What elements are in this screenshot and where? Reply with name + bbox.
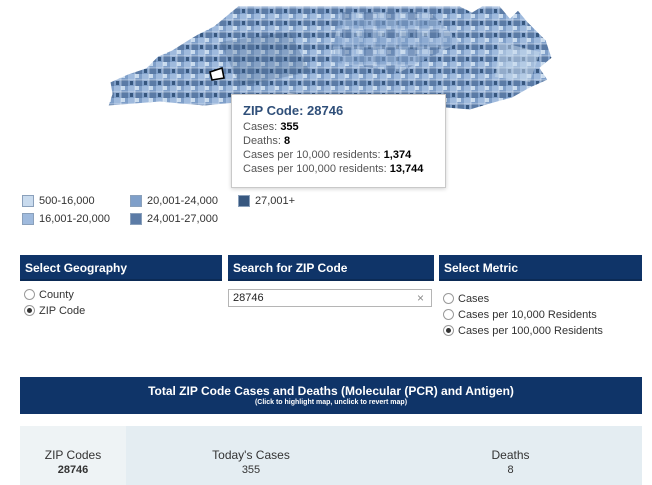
search-zip-header: Search for ZIP Code: [228, 255, 434, 281]
tooltip-deaths-value: 8: [283, 135, 291, 147]
radio-cases-per-100k[interactable]: Cases per 100,000 Residents: [443, 323, 603, 338]
col-header-zip-codes: ZIP Codes: [44, 448, 102, 462]
radio-county-label: County: [39, 288, 74, 301]
nc-zip-choropleth-map[interactable]: [100, 2, 560, 202]
banner-subtitle: (Click to highlight map, unclick to reve…: [254, 399, 408, 406]
radio-cases-label: Cases: [458, 292, 490, 305]
radio-county-circle[interactable]: [24, 289, 35, 300]
tooltip-deaths: Deaths: 8: [243, 134, 434, 148]
radio-cases-circle[interactable]: [443, 293, 454, 304]
tooltip-cases: Cases: 355: [243, 120, 434, 134]
legend-swatch-2: [22, 213, 34, 225]
tooltip-per100k: Cases per 100,000 residents: 13,744: [243, 162, 434, 176]
radio-zip-code-circle[interactable]: [24, 305, 35, 316]
legend-label-1: 500-16,000: [39, 195, 95, 207]
banner-title: Total ZIP Code Cases and Deaths (Molecul…: [148, 384, 514, 398]
select-metric-header: Select Metric: [439, 255, 642, 281]
col-header-todays-cases: Today's Cases: [212, 448, 290, 462]
legend-label-4: 24,001-27,000: [147, 213, 218, 225]
radio-zip-code-label: ZIP Code: [39, 304, 86, 317]
tooltip-title: ZIP Code: 28746: [243, 103, 344, 118]
table-row-deaths: 8: [507, 464, 514, 476]
totals-banner[interactable]: Total ZIP Code Cases and Deaths (Molecul…: [20, 377, 642, 414]
legend-item-4: 24,001-27,000: [130, 212, 218, 226]
radio-cases-per-10k-label: Cases per 10,000 Residents: [458, 308, 597, 321]
tooltip-deaths-label: Deaths:: [243, 135, 281, 147]
table-row-zip[interactable]: 28746: [57, 464, 89, 476]
clear-icon[interactable]: ×: [417, 291, 425, 305]
legend-item-2: 16,001-20,000: [22, 212, 110, 226]
legend-swatch-4: [130, 213, 142, 225]
radio-cases-per-10k-circle[interactable]: [443, 309, 454, 320]
radio-cases-per-100k-label: Cases per 100,000 Residents: [458, 324, 603, 337]
radio-cases-per-100k-circle[interactable]: [443, 325, 454, 336]
tooltip-per10k: Cases per 10,000 residents: 1,374: [243, 148, 434, 162]
radio-county[interactable]: County: [24, 287, 74, 302]
legend-item-1: 500-16,000: [22, 194, 95, 208]
tooltip-cases-label: Cases:: [243, 121, 278, 133]
radio-zip-code[interactable]: ZIP Code: [24, 303, 85, 318]
tooltip-per100k-value: 13,744: [389, 163, 424, 175]
legend-label-3: 20,001-24,000: [147, 195, 218, 207]
totals-table: ZIP Codes Today's Cases Deaths 28746 355…: [20, 426, 642, 485]
legend-label-2: 16,001-20,000: [39, 213, 110, 225]
zip-codes-column: [20, 426, 126, 485]
map-legend: 500-16,000 16,001-20,000 20,001-24,000 2…: [22, 194, 322, 230]
legend-swatch-3: [130, 195, 142, 207]
tooltip-per10k-value: 1,374: [383, 149, 412, 161]
radio-cases[interactable]: Cases: [443, 291, 489, 306]
legend-swatch-5: [238, 195, 250, 207]
zip-search-input[interactable]: 28746: [228, 289, 432, 307]
legend-label-5: 27,001+: [255, 195, 296, 207]
legend-swatch-1: [22, 195, 34, 207]
tooltip-per10k-label: Cases per 10,000 residents:: [243, 149, 381, 161]
table-row-cases: 355: [241, 464, 261, 476]
zip-tooltip: ZIP Code: 28746 Cases: 355 Deaths: 8 Cas…: [231, 94, 446, 188]
col-header-deaths: Deaths: [491, 448, 530, 462]
tooltip-cases-value: 355: [280, 121, 299, 133]
tooltip-per100k-label: Cases per 100,000 residents:: [243, 163, 387, 175]
legend-item-3: 20,001-24,000: [130, 194, 218, 208]
legend-item-5: 27,001+: [238, 194, 295, 208]
radio-cases-per-10k[interactable]: Cases per 10,000 Residents: [443, 307, 597, 322]
highlighted-zip-28746[interactable]: [209, 66, 225, 81]
select-geography-header: Select Geography: [20, 255, 222, 281]
